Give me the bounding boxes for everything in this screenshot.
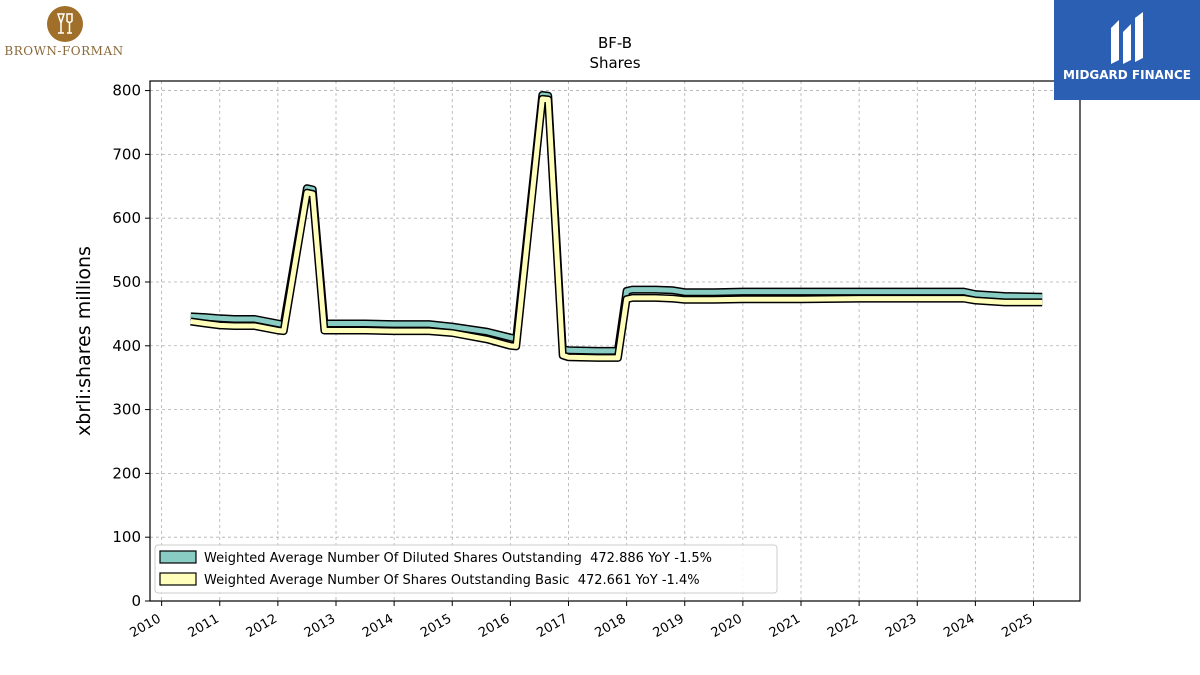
series-lines xyxy=(190,91,1043,362)
x-tick-label: 2013 xyxy=(302,611,338,641)
x-tick-label: 2015 xyxy=(418,611,454,641)
logo-seal-icon xyxy=(47,6,83,42)
midgard-finance-wordmark: MIDGARD FINANCE xyxy=(1063,68,1191,82)
x-tick-label: 2014 xyxy=(360,611,396,641)
y-tick-label: 400 xyxy=(112,337,141,355)
grid xyxy=(150,81,1080,602)
chart-subtitle: Shares xyxy=(589,54,640,72)
x-tick-label: 2020 xyxy=(709,611,745,641)
midgard-mark-icon xyxy=(1105,10,1151,68)
midgard-finance-logo: MIDGARD FINANCE xyxy=(1054,0,1200,100)
y-axis-label: xbrli:shares millions xyxy=(73,246,95,436)
y-axis-ticks: 0 100 200 300 400 500 600 700 800 xyxy=(112,82,150,610)
x-tick-label: 2012 xyxy=(244,611,280,641)
legend-box xyxy=(154,544,778,594)
x-tick-label: 2024 xyxy=(941,611,977,641)
plot-area-border xyxy=(149,80,1081,602)
legend-label-basic: Weighted Average Number Of Shares Outsta… xyxy=(204,573,700,588)
x-tick-label: 2019 xyxy=(651,611,687,641)
y-tick-label: 300 xyxy=(112,401,141,419)
legend-label-diluted: Weighted Average Number Of Diluted Share… xyxy=(204,551,712,566)
x-tick-label: 2016 xyxy=(476,611,512,641)
brown-forman-wordmark: BROWN-FORMAN xyxy=(4,44,124,58)
legend-swatch-basic xyxy=(159,572,197,586)
x-tick-label: 2021 xyxy=(767,611,803,641)
legend-swatch-diluted xyxy=(159,550,197,564)
y-tick-label: 800 xyxy=(112,82,141,100)
series-outline-1 xyxy=(190,94,1043,362)
y-tick-label: 700 xyxy=(112,145,141,163)
x-tick-label: 2018 xyxy=(592,611,628,641)
x-tick-label: 2010 xyxy=(127,611,163,641)
y-tick-label: 0 xyxy=(131,592,141,610)
x-tick-label: 2022 xyxy=(825,611,861,641)
x-tick-label: 2025 xyxy=(999,611,1035,641)
y-tick-label: 100 xyxy=(112,528,141,546)
y-tick-label: 600 xyxy=(112,209,141,227)
legend: Weighted Average Number Of Diluted Share… xyxy=(154,544,778,594)
chart-title: BF-B xyxy=(598,34,632,52)
brown-forman-logo: BROWN-FORMAN xyxy=(4,4,124,60)
x-tick-label: 2017 xyxy=(534,611,570,641)
series-line-1 xyxy=(190,96,1043,361)
y-tick-label: 200 xyxy=(112,464,141,482)
x-tick-label: 2011 xyxy=(186,611,222,641)
x-tick-label: 2023 xyxy=(883,611,919,641)
x-axis-ticks: 2010 2011 2012 2013 2014 2015 2016 2017 2018 2019… xyxy=(127,601,1036,641)
y-tick-label: 500 xyxy=(112,273,141,291)
